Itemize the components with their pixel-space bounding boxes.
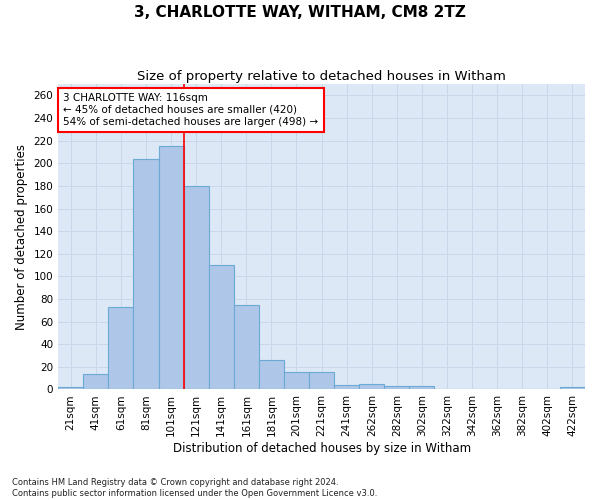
- Bar: [259, 360, 284, 390]
- Bar: [83, 374, 109, 390]
- Bar: [133, 159, 158, 390]
- Bar: [209, 265, 234, 390]
- Bar: [284, 372, 309, 390]
- Bar: [184, 186, 209, 390]
- Bar: [560, 387, 585, 390]
- Bar: [409, 386, 434, 390]
- Bar: [158, 146, 184, 390]
- Bar: [234, 304, 259, 390]
- Text: Contains HM Land Registry data © Crown copyright and database right 2024.
Contai: Contains HM Land Registry data © Crown c…: [12, 478, 377, 498]
- Bar: [385, 386, 409, 390]
- Bar: [359, 384, 385, 390]
- Title: Size of property relative to detached houses in Witham: Size of property relative to detached ho…: [137, 70, 506, 83]
- Bar: [309, 372, 334, 390]
- Y-axis label: Number of detached properties: Number of detached properties: [15, 144, 28, 330]
- Bar: [334, 385, 359, 390]
- Bar: [58, 387, 83, 390]
- Bar: [109, 307, 133, 390]
- X-axis label: Distribution of detached houses by size in Witham: Distribution of detached houses by size …: [173, 442, 470, 455]
- Text: 3, CHARLOTTE WAY, WITHAM, CM8 2TZ: 3, CHARLOTTE WAY, WITHAM, CM8 2TZ: [134, 5, 466, 20]
- Text: 3 CHARLOTTE WAY: 116sqm
← 45% of detached houses are smaller (420)
54% of semi-d: 3 CHARLOTTE WAY: 116sqm ← 45% of detache…: [64, 94, 319, 126]
